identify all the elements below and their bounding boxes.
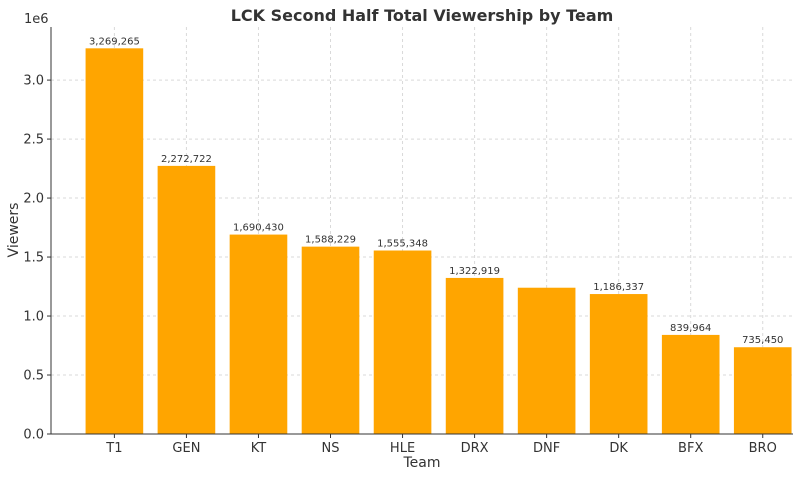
x-tick-label-drx: DRX bbox=[461, 441, 489, 456]
bar-kt bbox=[229, 234, 288, 434]
bar-bro bbox=[733, 347, 792, 434]
data-label-drx: 1,322,919 bbox=[449, 266, 500, 277]
x-tick-label-hle: HLE bbox=[390, 441, 415, 456]
x-tick-label-t1: T1 bbox=[105, 441, 122, 456]
x-tick-label-bfx: BFX bbox=[678, 441, 703, 456]
data-label-hle: 1,555,348 bbox=[377, 239, 428, 250]
bar-gen bbox=[157, 165, 216, 434]
y-tick-label: 2.0 bbox=[23, 192, 44, 207]
data-label-t1: 3,269,265 bbox=[89, 36, 140, 47]
data-label-kt: 1,690,430 bbox=[233, 223, 284, 234]
x-tick-label-ns: NS bbox=[322, 441, 340, 456]
x-axis-label: Team bbox=[402, 455, 440, 471]
data-label-ns: 1,588,229 bbox=[305, 235, 356, 246]
data-label-gen: 2,272,722 bbox=[161, 154, 212, 165]
data-label-dk: 1,186,337 bbox=[593, 282, 644, 293]
y-tick-label: 1.5 bbox=[23, 251, 44, 266]
x-tick-label-gen: GEN bbox=[172, 441, 200, 456]
chart-title: LCK Second Half Total Viewership by Team bbox=[231, 6, 614, 25]
bar-hle bbox=[373, 250, 432, 434]
bar-ns bbox=[301, 246, 360, 434]
x-tick-label-kt: KT bbox=[251, 441, 267, 456]
y-tick-label: 1.0 bbox=[23, 310, 44, 325]
y-axis-label: Viewers bbox=[6, 203, 22, 258]
data-label-bro: 735,450 bbox=[742, 335, 783, 346]
bar-bfx bbox=[661, 334, 720, 434]
grid-layer bbox=[51, 27, 793, 435]
bar-dk bbox=[589, 294, 648, 434]
bar-t1 bbox=[85, 48, 144, 434]
data-label-bfx: 839,964 bbox=[670, 323, 711, 334]
bars-layer: 3,269,265 2,272,722 1,690,430 1,588,229 1,55… bbox=[85, 36, 792, 434]
y-tick-label: 2.5 bbox=[23, 133, 44, 148]
y-tick-label: 3.0 bbox=[23, 74, 44, 89]
x-tick-label-dnf: DNF bbox=[533, 441, 560, 456]
x-tick-label-bro: BRO bbox=[749, 441, 777, 456]
bar-dnf bbox=[517, 287, 576, 434]
y-offset-label: 1e6 bbox=[24, 12, 49, 27]
x-tick-label-dk: DK bbox=[609, 441, 628, 456]
bar-drx bbox=[445, 277, 504, 434]
axes-layer: 0.0 0.5 1.0 1.5 2.0 2.5 3.0 T1 GEN KT NS HLE DRX DNF D… bbox=[23, 27, 793, 456]
y-tick-label: 0.0 bbox=[23, 428, 44, 443]
y-tick-label: 0.5 bbox=[23, 369, 44, 384]
